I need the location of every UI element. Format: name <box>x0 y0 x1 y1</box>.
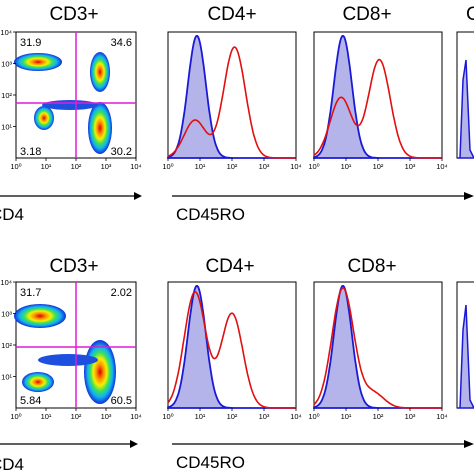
y-tick-label: 10³ <box>1 310 12 319</box>
title-row1-partial: C <box>466 4 474 25</box>
panel-row2-cd8: CD8+ 10⁰ 10¹ 10² 10³ 10⁴ <box>308 256 447 421</box>
x-tick-label: 10¹ <box>341 162 352 171</box>
x-tick-label: 10⁴ <box>130 412 142 421</box>
x-tick-label: 10³ <box>259 412 270 421</box>
x-tick-label: 10² <box>71 412 82 421</box>
axis-arrowhead <box>130 440 138 448</box>
panel-row2-partial <box>456 281 474 409</box>
x-tick-label: 10⁴ <box>436 412 448 421</box>
y-tick-label: 10² <box>1 341 12 350</box>
x-tick-label: 10⁰ <box>162 412 173 421</box>
x-tick-label: 10⁰ <box>162 162 173 171</box>
title-row2-cd8: CD8+ <box>347 256 396 277</box>
cluster-upper-right <box>90 52 110 92</box>
y-tick-label: 10¹ <box>1 123 12 132</box>
axis-arrowhead <box>134 192 142 200</box>
panel-row2-cd4: CD4+ 10⁰ 10¹ 10² 10³ 10⁴ <box>162 256 301 421</box>
axis-arrowhead <box>464 440 474 448</box>
x-tick-label: 10⁴ <box>436 162 448 171</box>
x-tick-label: 10⁴ <box>290 162 302 171</box>
y-tick-label: 10¹ <box>1 373 12 382</box>
x-tick-label: 10² <box>373 162 384 171</box>
panel-row2-dotplot: CD3+ 31.7 2.02 5.84 60.5 10⁰ 10¹ 10² 10³ 10⁴… <box>0 256 141 421</box>
cluster-lower-left <box>34 106 54 130</box>
x-tick-label: 10³ <box>405 412 416 421</box>
cluster-upper-left <box>14 304 66 328</box>
x-tick-label: 10² <box>71 162 82 171</box>
x-tick-label: 10² <box>373 412 384 421</box>
x-tick-label: 10¹ <box>41 412 52 421</box>
quadrant-upper-right: 34.6 <box>111 37 132 49</box>
row2-axis-labels: CD4 CD45RO <box>0 440 474 474</box>
cluster-lower-left <box>22 372 54 392</box>
row1-axis-labels: CD4 CD45RO <box>0 192 474 224</box>
title-row1-dotplot: CD3+ <box>49 4 98 25</box>
partial-filled-curve <box>457 304 474 409</box>
dotplot-density-clusters <box>14 52 112 154</box>
y-tick-label: 10³ <box>1 60 12 69</box>
histogram-outline-series <box>167 290 296 409</box>
y-tick-label: 10⁴ <box>0 278 12 287</box>
x-tick-label: 10¹ <box>195 412 206 421</box>
x-tick-label: 10⁰ <box>308 412 319 421</box>
x-tick-label: 10² <box>227 162 238 171</box>
cluster-upper-left <box>14 53 62 71</box>
x-tick-label: 10⁴ <box>290 412 302 421</box>
xlabel-row1-dotplot: CD4 <box>0 205 24 224</box>
quadrant-lower-right: 60.5 <box>111 395 132 407</box>
x-tick-label: 10⁴ <box>130 162 142 171</box>
x-tick-label: 10³ <box>405 162 416 171</box>
panel-row1-cd8: CD8+ 10⁰ 10¹ 10² 10³ 10⁴ <box>308 4 447 171</box>
panel-row1-dotplot: CD3+ 31.9 34.6 3.18 30.2 10⁰ 10¹ 10² 10³ 10⁴… <box>0 4 141 171</box>
title-row2-cd4: CD4+ <box>205 256 254 277</box>
x-tick-label: 10¹ <box>341 412 352 421</box>
title-row1-cd4: CD4+ <box>207 4 256 25</box>
x-tick-label: 10³ <box>101 412 112 421</box>
x-tick-label: 10⁰ <box>10 162 21 171</box>
x-tick-label: 10³ <box>259 162 270 171</box>
quadrant-lower-right: 30.2 <box>111 146 132 158</box>
cluster-lower-right <box>88 102 112 154</box>
y-tick-label: 10⁴ <box>0 28 12 37</box>
x-tick-label: 10⁰ <box>10 412 21 421</box>
xlabel-row2-dotplot: CD4 <box>0 455 24 474</box>
panel-row1-partial: C <box>456 4 474 159</box>
dotplot-density-clusters <box>14 304 116 404</box>
quadrant-upper-left: 31.9 <box>20 37 41 49</box>
xlabel-row2-hist: CD45RO <box>176 453 245 472</box>
xlabel-row1-hist: CD45RO <box>176 205 245 224</box>
quadrant-upper-right: 2.02 <box>111 287 132 299</box>
y-tick-label: 10² <box>1 91 12 100</box>
cluster-bridge <box>42 100 98 110</box>
quadrant-lower-left: 5.84 <box>20 395 41 407</box>
histogram-outline-series <box>313 58 442 159</box>
histogram-outline-series <box>167 46 296 159</box>
title-row2-dotplot: CD3+ <box>49 256 98 277</box>
x-tick-label: 10³ <box>101 162 112 171</box>
x-tick-label: 10² <box>227 412 238 421</box>
x-tick-label: 10¹ <box>195 162 206 171</box>
panel-row1-cd4: CD4+ 10⁰ 10¹ 10² 10³ 10⁴ <box>162 4 301 171</box>
cluster-bridge <box>38 354 98 366</box>
x-tick-label: 10⁰ <box>308 162 319 171</box>
axis-arrowhead <box>464 192 474 200</box>
title-row1-cd8: CD8+ <box>342 4 391 25</box>
quadrant-lower-left: 3.18 <box>20 146 41 158</box>
partial-filled-curve <box>457 59 474 159</box>
histogram-outline-series <box>313 287 442 409</box>
cluster-lower-right <box>84 340 116 404</box>
x-tick-label: 10¹ <box>41 162 52 171</box>
quadrant-upper-left: 31.7 <box>20 287 41 299</box>
